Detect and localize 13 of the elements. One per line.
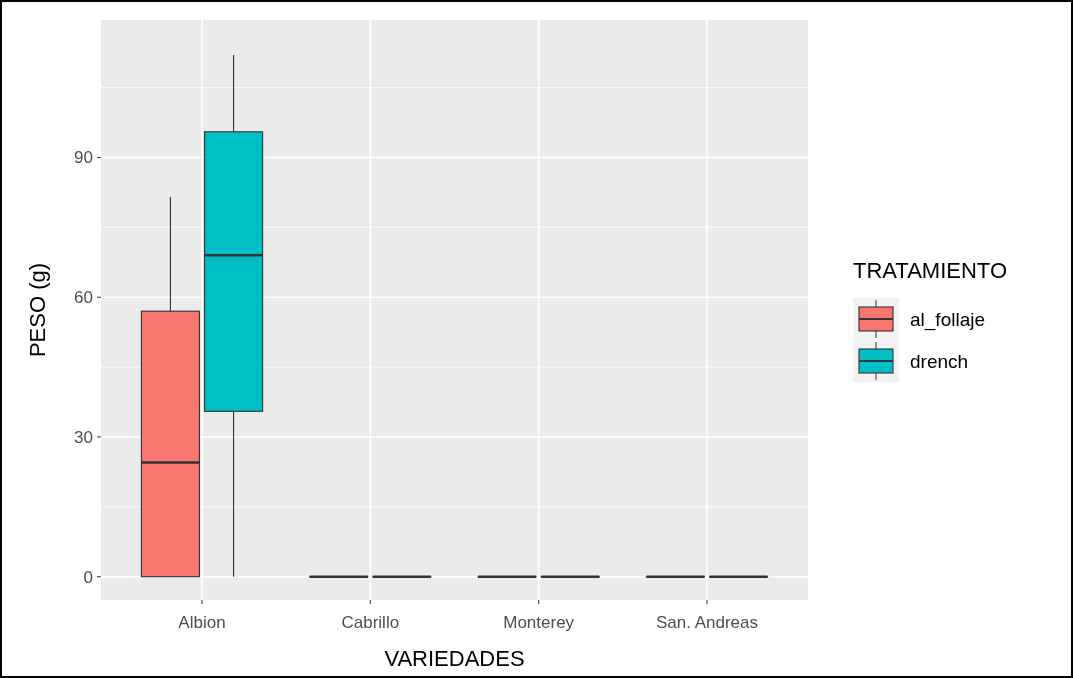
- y-tick-label: 90: [74, 148, 93, 168]
- x-tick-label: San. Andreas: [655, 613, 759, 632]
- x-tick-label: Albion: [178, 613, 226, 632]
- x-tick-label: Cabrillo: [341, 613, 400, 632]
- y-tick-label: 30: [74, 427, 93, 447]
- y-tick-label: 0: [83, 567, 93, 587]
- legend-title: TRATAMIENTO: [853, 258, 1007, 283]
- y-tick-label: 60: [74, 288, 93, 308]
- y-axis-title: PESO (g): [25, 262, 50, 358]
- legend-label: drench: [910, 350, 969, 372]
- legend-label: al_follaje: [910, 308, 985, 331]
- x-tick-label: Monterey: [503, 613, 575, 632]
- x-axis-title: VARIEDADES: [384, 646, 525, 671]
